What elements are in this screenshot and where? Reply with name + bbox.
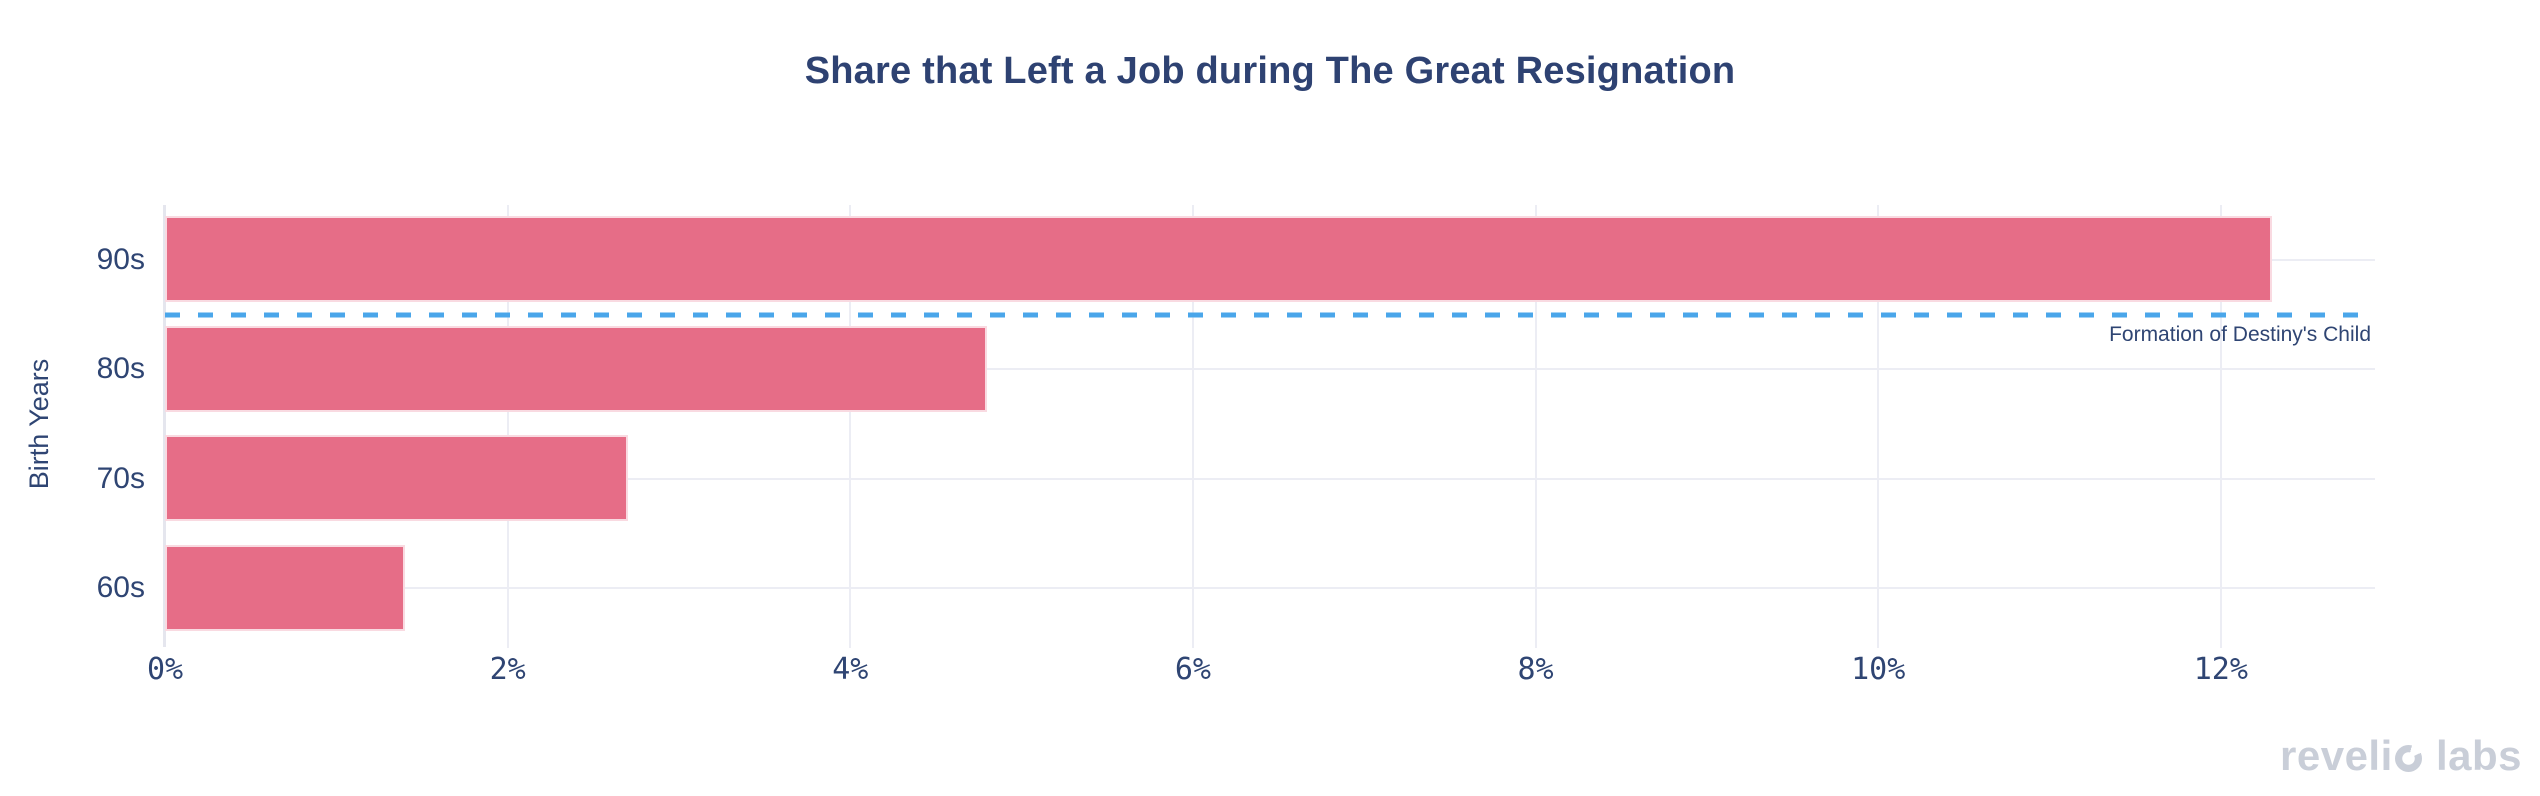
y-category-label-60s: 60s bbox=[96, 571, 145, 605]
x-tick-label: 4% bbox=[832, 652, 869, 687]
y-category-label-80s: 80s bbox=[96, 352, 145, 386]
reference-line bbox=[165, 312, 2375, 317]
gridline-y-70s bbox=[165, 477, 2375, 480]
chart-title: Share that Left a Job during The Great R… bbox=[804, 50, 1736, 92]
watermark-text-pre: reveli bbox=[2280, 732, 2393, 779]
x-tick-label: 12% bbox=[2193, 652, 2248, 687]
watermark-brand: reveli labs bbox=[2280, 732, 2522, 780]
watermark-text-post: labs bbox=[2423, 732, 2522, 779]
gridline-y-80s bbox=[165, 368, 2375, 371]
plot-area: Formation of Destiny's Child bbox=[165, 205, 2375, 648]
x-tick-label: 2% bbox=[489, 652, 526, 687]
x-tick-label: 8% bbox=[1517, 652, 1554, 687]
gridline-x-2% bbox=[506, 205, 509, 648]
gridline-x-10% bbox=[1877, 205, 1880, 648]
y-category-label-70s: 70s bbox=[96, 461, 145, 495]
annotation-label: Formation of Destiny's Child bbox=[2109, 322, 2371, 346]
bar-80s[interactable] bbox=[165, 325, 988, 412]
x-tick-label: 10% bbox=[1851, 652, 1906, 687]
y-category-label-90s: 90s bbox=[96, 242, 145, 276]
x-tick-label: 0% bbox=[146, 652, 184, 687]
y-axis-line bbox=[163, 205, 166, 647]
y-axis-category-labels: 90s 80s 70s 60s bbox=[0, 205, 145, 643]
x-tick-label: 6% bbox=[1174, 652, 1211, 687]
bar-70s[interactable] bbox=[165, 435, 628, 522]
gridline-x-12% bbox=[2219, 205, 2222, 648]
gridline-x-6% bbox=[1191, 205, 1194, 648]
gridline-x-4% bbox=[849, 205, 852, 648]
bar-90s[interactable] bbox=[165, 216, 2273, 303]
x-axis-tick-labels: 0% 2% 4% 6% 8% 10% 12% bbox=[147, 652, 2375, 694]
revelio-logo-o-icon bbox=[2394, 745, 2422, 772]
gridline-y-60s bbox=[165, 587, 2375, 590]
gridline-x-8% bbox=[1534, 205, 1537, 648]
bar-60s[interactable] bbox=[165, 544, 405, 631]
